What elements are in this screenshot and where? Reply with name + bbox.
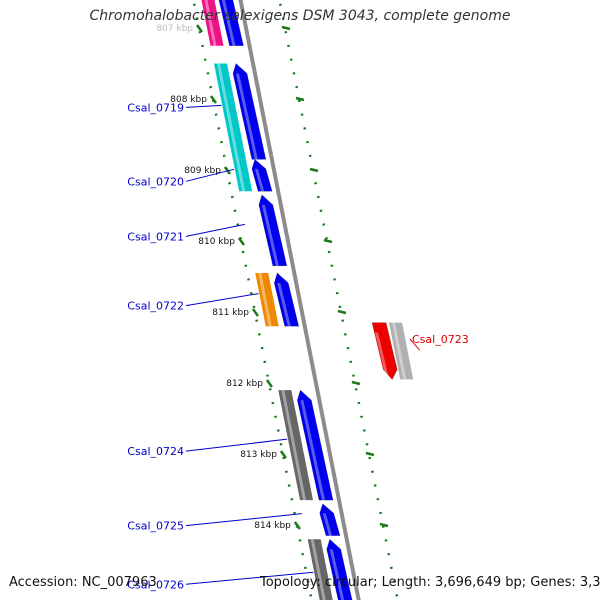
major-tick (237, 237, 245, 246)
cog-highlight (281, 390, 307, 501)
cog-block (278, 390, 314, 501)
gene-arrow (218, 0, 244, 47)
gene-arrow (251, 158, 273, 192)
major-tick (265, 379, 273, 388)
major-tick (209, 95, 218, 104)
cog-highlight (310, 539, 326, 600)
tick-label: 807 kbp (156, 24, 193, 34)
gene-Csal_0722[interactable] (255, 272, 300, 327)
gene-label[interactable]: Csal_0719 (127, 101, 184, 114)
genome-title: Chromohalobacter salexigens DSM 3043, co… (89, 8, 511, 24)
gene-leader (185, 571, 314, 585)
cog-highlight (392, 322, 407, 380)
gene-label[interactable]: Csal_0721 (127, 230, 184, 243)
cog-block (213, 63, 246, 160)
tick-label: 813 kbp (240, 450, 277, 460)
label-layer: Csal_0719 Csal_0720 Csal_0721 Csal_0722 Csal… (127, 101, 468, 591)
outer-major-tick (323, 238, 333, 244)
gene-highlight (300, 400, 326, 501)
gene-Csal_0720[interactable] (232, 158, 273, 192)
gene-arrow (297, 389, 334, 501)
cog-block (389, 322, 414, 380)
inner-tick-ring (192, 0, 313, 600)
outer-tick-ring (278, 0, 399, 600)
gene-Csal_0726[interactable] (307, 538, 356, 600)
outer-major-tick (309, 167, 319, 173)
outer-major-tick (379, 522, 389, 528)
tick-label: 808 kbp (170, 95, 207, 105)
gene-highlight (261, 204, 279, 266)
gene-highlight (235, 73, 258, 160)
outer-major-tick (281, 25, 291, 31)
cog-highlight (258, 272, 272, 327)
gene-unnamed[interactable] (197, 0, 244, 47)
tick-label: 809 kbp (184, 166, 221, 176)
cog-block (232, 159, 253, 192)
gene-leader (185, 104, 222, 108)
gene-highlight (375, 332, 390, 380)
backbone-line (238, 0, 361, 600)
gene-highlight (221, 0, 236, 46)
gene-label[interactable]: Csal_0725 (127, 520, 184, 533)
gene-arrow (319, 503, 341, 536)
gene-leader (185, 513, 302, 527)
outer-major-tick (337, 309, 347, 315)
tick-layer: 807 kbp 808 kbp 809 kbp 810 kbp 811 kbp 812 k… (156, 24, 389, 531)
gene-arrow (326, 538, 353, 600)
backbone-layer (192, 0, 399, 600)
gene-highlight (254, 168, 265, 192)
gene-Csal_0719[interactable] (213, 62, 267, 160)
major-tick (251, 308, 259, 317)
major-tick (195, 24, 204, 33)
gene-label[interactable]: Csal_0723 (412, 333, 469, 346)
tick-label: 814 kbp (254, 521, 291, 531)
cog-highlight (235, 159, 246, 192)
tick-label: 811 kbp (212, 308, 249, 318)
major-tick (293, 521, 301, 530)
cog-highlight (216, 63, 239, 160)
summary-text: Topology: circular; Length: 3,696,649 bp… (260, 575, 600, 590)
gene-highlight (277, 282, 291, 327)
gene-highlight (322, 513, 333, 536)
tick-label: 810 kbp (198, 237, 235, 247)
gene-leader (185, 223, 245, 237)
gene-Csal_0723[interactable] (371, 322, 414, 380)
gene-highlight (329, 549, 345, 600)
gene-leader (185, 438, 288, 452)
outer-major-tick (295, 96, 305, 102)
gene-label[interactable]: Csal_0726 (127, 578, 184, 591)
cog-highlight (204, 0, 217, 46)
gene-leader (409, 338, 421, 351)
gene-leader (185, 168, 235, 182)
gene-arrow (258, 194, 288, 267)
cog-block (201, 0, 224, 46)
cog-block (255, 272, 279, 327)
gene-label[interactable]: Csal_0720 (127, 175, 184, 188)
gene-Csal_0721[interactable] (258, 194, 288, 267)
gene-arrow (232, 62, 267, 160)
genome-summary: Topology: circular; Length: 3,696,649 bp… (260, 575, 600, 590)
gene-layer (197, 0, 414, 600)
gene-leader (185, 293, 259, 307)
gene-arrow (371, 322, 398, 380)
tick-label: 812 kbp (226, 379, 263, 389)
cog-block (307, 539, 333, 600)
gene-label[interactable]: Csal_0724 (127, 445, 184, 458)
outer-major-tick (351, 380, 361, 386)
major-tick (279, 450, 287, 459)
outer-major-tick (365, 451, 375, 457)
gene-Csal_0725[interactable] (319, 503, 341, 536)
gene-arrow (273, 272, 300, 327)
accession-text: Accession: NC_007963 (9, 575, 157, 590)
gene-label[interactable]: Csal_0722 (127, 300, 184, 313)
gene-Csal_0724[interactable] (278, 389, 334, 501)
